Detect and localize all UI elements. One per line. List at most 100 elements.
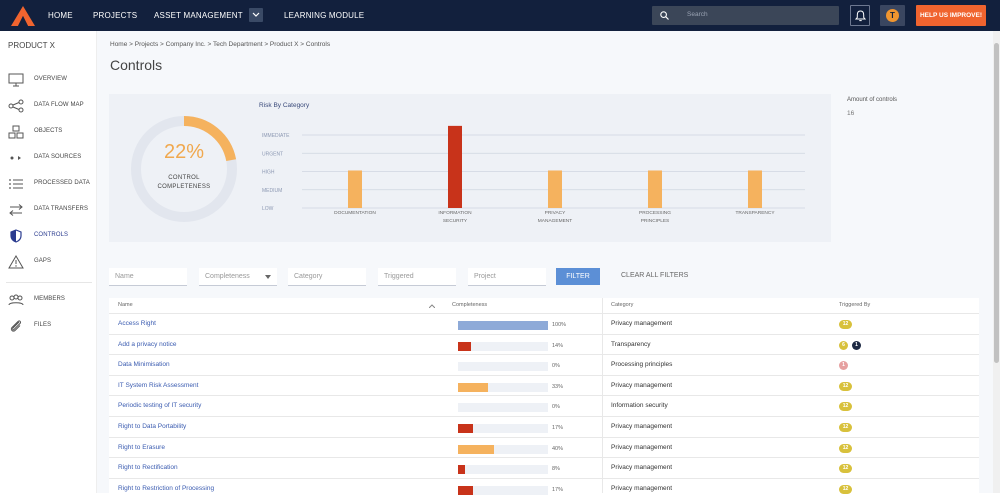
filter-button[interactable]: FILTER [556,268,600,285]
search-icon [660,11,669,20]
shield-icon [10,229,22,243]
triggered-by-badge[interactable]: 6 [839,340,848,350]
completeness-percent: 17% [552,486,564,493]
sidebar-item-gaps[interactable]: GAPS [0,253,97,271]
triggered-filter-input[interactable]: Triggered [378,268,456,286]
table-row[interactable]: Right to Rectification 8% Privacy manageme… [109,457,979,478]
page-scrollbar[interactable] [993,31,1000,493]
control-name-link[interactable]: Periodic testing of IT security [118,402,202,410]
notifications-button[interactable] [850,5,870,26]
completeness-percent: 22% [163,141,205,163]
table-row[interactable]: Periodic testing of IT security 0% Informa… [109,395,979,416]
y-tick-label: LOW [262,206,274,212]
completeness-bar-fill [458,321,548,330]
sidebar-item-data-flow-map[interactable]: DATA FLOW MAP [0,97,97,115]
control-name-link[interactable]: Access Right [118,320,156,327]
sidebar-item-members[interactable]: MEMBERS [0,291,97,309]
triggered-by-badge[interactable]: 1 [839,361,848,371]
controls-table: Name Completeness Category Triggered By … [109,298,979,495]
help-us-improve-button[interactable]: HELP US IMPROVE! [916,5,986,26]
category-filter-placeholder: Category [294,273,323,280]
sidebar-divider [6,282,92,283]
asset-management-dropdown[interactable] [249,8,263,22]
bar [348,170,362,208]
monitor-icon [8,73,24,87]
triggered-by-badge[interactable]: 12 [839,320,852,329]
triggered-by-badge[interactable]: 12 [839,443,852,453]
triggered-by-badge[interactable]: 12 [839,402,852,412]
control-name-link[interactable]: Right to Rectification [118,464,178,472]
chart-title: Risk By Category [259,102,310,109]
completeness-bar [458,341,548,351]
y-tick-label: IMMEDIATE [262,133,290,139]
name-filter-input[interactable]: Name [109,268,187,286]
control-name-link[interactable]: Right to Erasure [118,443,165,451]
completeness-bar [458,485,548,495]
category-filter-input[interactable]: Category [288,268,366,286]
table-row[interactable]: Right to Data Portability 17% Privacy mana… [109,416,979,437]
category-cell: Processing principles [611,361,673,369]
sidebar-item-overview[interactable]: OVERVIEW [0,71,97,89]
triggered-by-badge[interactable]: 12 [839,381,852,391]
project-filter-input[interactable]: Project [468,268,546,286]
logo-icon[interactable] [10,5,36,27]
scrollbar-thumb[interactable] [994,43,999,363]
category-cell: Privacy management [611,464,673,472]
sidebar-item-files[interactable]: FILES [0,317,97,335]
completeness-filter-select[interactable]: Completeness [199,268,277,286]
column-header-category[interactable]: Category [611,302,634,308]
nav-home[interactable]: HOME [48,11,73,20]
sidebar-item-label: PROCESSED DATA [34,180,90,186]
x-tick-label: PRINCIPLES [641,218,670,224]
triggered-by-badge[interactable]: 12 [839,464,852,474]
completeness-percent: 33% [552,383,564,390]
control-name-link[interactable]: Right to Restriction of Processing [118,484,215,492]
column-header-name[interactable]: Name [118,302,133,308]
triggered-by-badge[interactable]: 12 [839,484,852,494]
breadcrumb[interactable]: Home > Projects > Company Inc. > Tech De… [110,41,331,48]
user-menu[interactable]: T [880,5,905,26]
table-row[interactable]: IT System Risk Assessment 33% Privacy mana… [109,374,979,396]
control-name-link[interactable]: Data Minimisation [118,361,170,369]
sidebar-item-controls[interactable]: CONTROLS [0,227,97,245]
table-row[interactable]: Right to Restriction of Processing 17% Pri… [109,477,979,498]
completeness-percent: 8% [552,466,560,473]
sort-arrow-icon[interactable] [429,304,435,308]
sidebar-item-label: GAPS [34,258,52,264]
control-name-link[interactable]: Right to Data Portability [118,423,187,430]
table-row[interactable]: Data Minimisation 0% Processing principles… [109,354,979,375]
sidebar-item-label: DATA FLOW MAP [34,102,84,108]
table-row[interactable]: Add a privacy notice 14% Transparency 6 1 [109,333,979,355]
triggered-by-badge[interactable]: 12 [839,423,852,432]
nav-asset-management[interactable]: ASSET MANAGEMENT [154,11,243,20]
nav-projects[interactable]: PROJECTS [93,11,138,20]
completeness-bar [458,362,548,372]
sidebar-item-data-sources[interactable]: DATA SOURCES [0,149,97,167]
completeness-bar [458,403,548,413]
nav-learning-module[interactable]: LEARNING MODULE [284,11,365,20]
completeness-bar-fill [458,444,494,454]
column-header-completeness[interactable]: Completeness [452,302,488,308]
clear-all-filters-button[interactable]: CLEAR ALL FILTERS [621,272,689,279]
y-tick-label: MEDIUM [262,188,282,194]
completeness-label: CONTROL COMPLETENESS [129,174,239,192]
page-title: Controls [110,57,163,73]
sidebar-item-data-transfers[interactable]: DATA TRANSFERS [0,201,97,219]
category-cell: Information security [611,402,668,410]
table-row[interactable]: Right to Erasure 40% Privacy management 12 [109,436,979,458]
completeness-bar [458,444,548,454]
column-header-triggered-by[interactable]: Triggered By [839,302,871,308]
triggered-by-badge[interactable]: 1 [852,340,861,350]
sidebar-item-objects[interactable]: OBJECTS [0,123,97,141]
completeness-bar [458,424,548,433]
control-name-link[interactable]: IT System Risk Assessment [118,381,199,389]
bell-icon [855,10,866,22]
sidebar-item-processed-data[interactable]: PROCESSED DATA [0,175,97,193]
completeness-bar-fill [458,382,488,392]
search-input[interactable]: Search [652,6,839,25]
table-row[interactable]: Access Right 100% Privacy management 12 [109,313,979,334]
sidebar-item-label: FILES [34,322,52,328]
completeness-donut [131,116,237,222]
members-icon [8,294,24,306]
control-name-link[interactable]: Add a privacy notice [118,340,177,348]
